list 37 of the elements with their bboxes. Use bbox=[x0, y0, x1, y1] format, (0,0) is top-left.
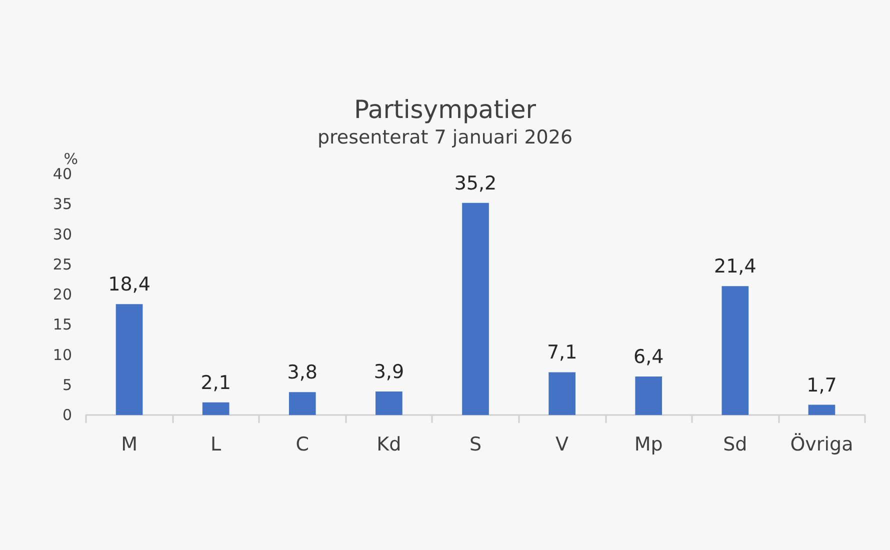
chart-subtitle: presenterat 7 januari 2026 bbox=[317, 126, 573, 148]
x-tick-label: C bbox=[296, 434, 310, 456]
data-label: 6,4 bbox=[634, 346, 664, 368]
bar bbox=[722, 286, 749, 415]
y-tick-label: 25 bbox=[52, 255, 72, 274]
x-tick-label: Sd bbox=[723, 434, 748, 456]
bar bbox=[548, 372, 576, 415]
y-tick-label: 30 bbox=[52, 225, 72, 244]
y-tick-label: 15 bbox=[52, 316, 72, 334]
bar bbox=[635, 376, 662, 415]
y-tick-label: 35 bbox=[52, 195, 72, 214]
bar bbox=[808, 404, 836, 415]
x-tick-label: Mp bbox=[634, 434, 663, 456]
data-label: 2,1 bbox=[200, 372, 231, 394]
y-tick-label: 5 bbox=[62, 376, 72, 394]
data-label: 7,1 bbox=[546, 342, 578, 364]
x-tick-label: V bbox=[556, 434, 569, 456]
bar bbox=[202, 402, 230, 415]
data-label: 21,4 bbox=[714, 256, 756, 278]
bar bbox=[116, 304, 143, 415]
data-label: 1,7 bbox=[806, 374, 837, 396]
y-tick-label: 0 bbox=[62, 406, 72, 424]
bar bbox=[288, 392, 316, 415]
bar bbox=[376, 392, 402, 415]
chart-title: Partisympatier bbox=[354, 95, 537, 124]
x-tick-label: L bbox=[210, 434, 222, 456]
x-tick-label: M bbox=[121, 434, 138, 456]
data-label: 18,4 bbox=[108, 274, 150, 296]
y-tick-label: 10 bbox=[52, 346, 72, 364]
data-label: 35,2 bbox=[454, 172, 497, 194]
data-label: 3,9 bbox=[374, 361, 404, 384]
data-label: 3,8 bbox=[287, 362, 318, 384]
bar bbox=[462, 202, 489, 415]
x-tick-label: S bbox=[469, 434, 482, 456]
y-tick-label: 20 bbox=[52, 286, 72, 304]
x-tick-label: Kd bbox=[376, 434, 402, 456]
x-tick-label: Övriga bbox=[790, 432, 854, 456]
